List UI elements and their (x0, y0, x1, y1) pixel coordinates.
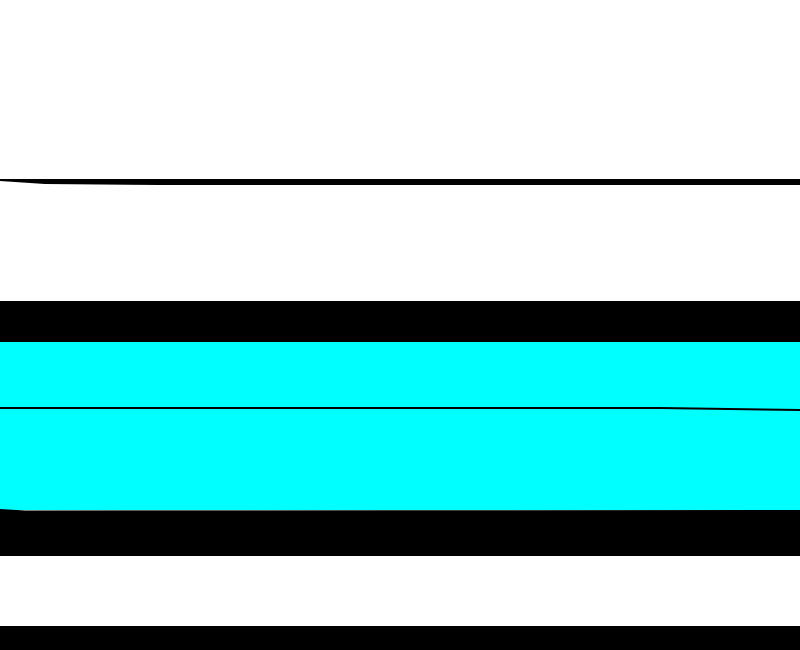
black-band-upper (0, 301, 800, 343)
black-band-lower (0, 509, 800, 556)
thin-black-line-middle (0, 407, 800, 411)
cyan-band (0, 342, 800, 510)
thin-black-line-top (0, 179, 800, 185)
black-band-bottom (0, 626, 800, 650)
white-band-bottom (0, 556, 800, 626)
